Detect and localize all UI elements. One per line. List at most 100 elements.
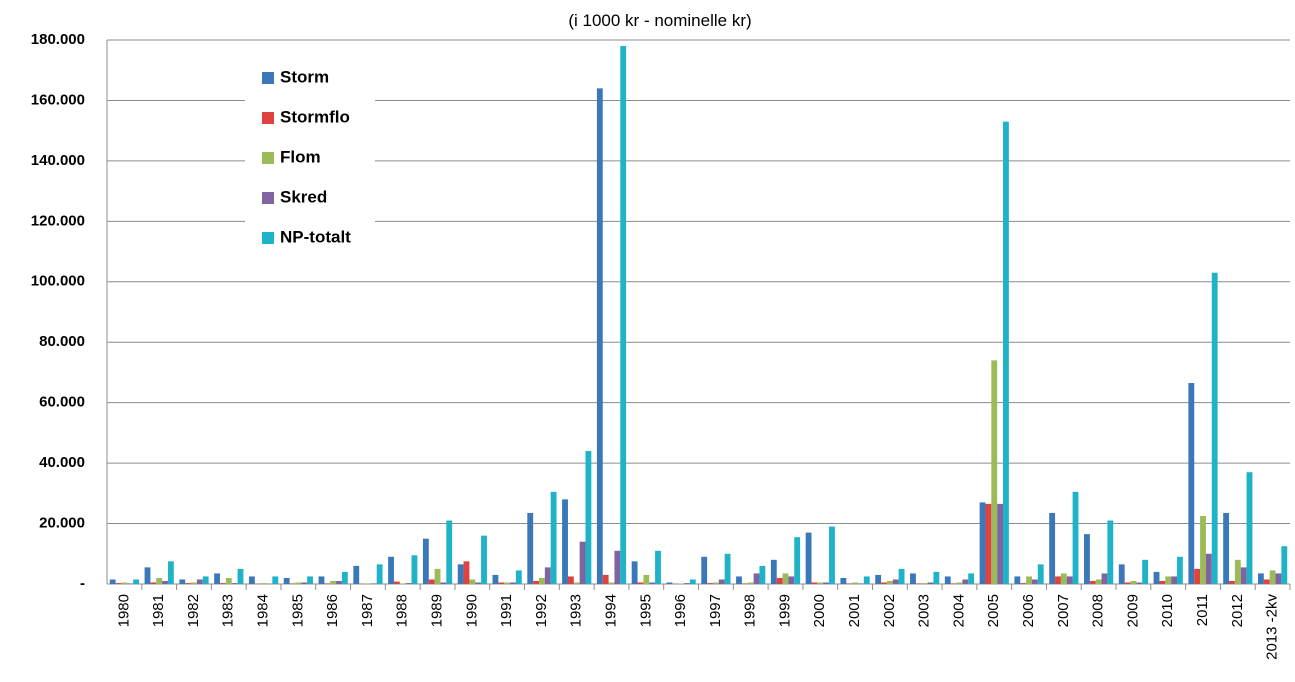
x-tick-label: 2002 (881, 594, 898, 627)
y-tick-label: 160.000 (31, 91, 85, 108)
bar (301, 582, 308, 584)
bar (353, 565, 360, 584)
bar (196, 579, 203, 584)
bar (1153, 571, 1160, 584)
bar (950, 583, 957, 584)
bar (220, 583, 226, 584)
bar (649, 582, 656, 584)
bar (510, 582, 516, 584)
bar (463, 561, 470, 584)
bar (585, 451, 592, 584)
bar (1014, 576, 1021, 584)
x-tick-label: 1980 (115, 594, 132, 627)
bar (440, 582, 447, 584)
y-tick-label: 20.000 (39, 515, 85, 532)
bar (260, 583, 267, 584)
bar (283, 577, 290, 584)
bar (318, 576, 325, 584)
bar (985, 503, 992, 584)
bar (829, 526, 835, 584)
bar (962, 579, 969, 584)
x-tick-label: 1998 (742, 594, 759, 627)
bar (1130, 580, 1137, 584)
bar (1107, 520, 1114, 584)
bar (852, 582, 858, 584)
bar (469, 579, 476, 584)
bar (707, 583, 713, 584)
bar (1049, 512, 1056, 584)
bar (475, 582, 482, 584)
bar (237, 568, 244, 584)
bar (620, 46, 627, 585)
bar (376, 564, 383, 584)
bar (567, 576, 574, 584)
bar (643, 574, 650, 584)
bar (191, 582, 197, 584)
bar (1020, 583, 1027, 584)
bar (457, 564, 464, 584)
bar (446, 520, 453, 584)
bar (689, 579, 696, 584)
bar (1101, 573, 1108, 584)
bar (724, 553, 731, 584)
bar (202, 576, 209, 584)
bar (1171, 576, 1177, 584)
bar (840, 577, 847, 584)
bar (910, 573, 916, 584)
bar (272, 576, 279, 584)
x-tick-label: 2001 (846, 594, 863, 627)
bar (330, 580, 337, 584)
x-tick-label: 1982 (185, 594, 202, 627)
chart-title: (i 1000 kr - nominelle kr) (568, 11, 751, 30)
x-tick-label: 1996 (672, 594, 689, 627)
bar (1205, 553, 1212, 584)
bar (504, 582, 511, 584)
bar (1176, 556, 1183, 584)
bar (991, 360, 998, 584)
x-tick-label: 2009 (1124, 594, 1141, 627)
bar (1031, 579, 1038, 584)
bar (956, 582, 963, 584)
bar (712, 582, 719, 584)
x-tick-label: 2005 (985, 594, 1002, 627)
bar (225, 577, 232, 584)
bar (944, 576, 951, 584)
bar (481, 535, 487, 584)
legend-swatch (262, 112, 274, 124)
x-tick-label: 1990 (463, 594, 480, 627)
y-tick-label: 40.000 (39, 454, 85, 471)
bar (759, 565, 766, 584)
bar (388, 556, 394, 584)
bar (1194, 568, 1201, 584)
bar (527, 512, 534, 584)
x-tick-label: 2008 (1090, 594, 1107, 627)
bar (747, 582, 754, 584)
bar (231, 583, 238, 584)
bar (1084, 534, 1090, 584)
bar (684, 583, 690, 584)
bar (539, 577, 545, 584)
bar (770, 559, 777, 584)
legend-label: Skred (280, 187, 327, 206)
x-tick-label: 2010 (1159, 594, 1176, 627)
bar (602, 574, 609, 584)
bar (133, 579, 140, 584)
x-tick-label: 1984 (255, 594, 272, 627)
x-tick-label: 1985 (289, 594, 306, 627)
legend-swatch (262, 192, 274, 204)
bar (741, 583, 748, 584)
bar (892, 579, 899, 584)
bar (1165, 576, 1172, 584)
bar (736, 576, 742, 584)
bar (115, 583, 122, 584)
bar (718, 579, 725, 584)
bar (324, 583, 331, 584)
bar (788, 576, 795, 584)
bar (968, 573, 975, 584)
bar (544, 567, 551, 584)
bar (1257, 573, 1264, 584)
bar (1136, 582, 1143, 584)
x-tick-label: 1989 (429, 594, 446, 627)
bar (1055, 576, 1061, 584)
bar (614, 550, 621, 584)
